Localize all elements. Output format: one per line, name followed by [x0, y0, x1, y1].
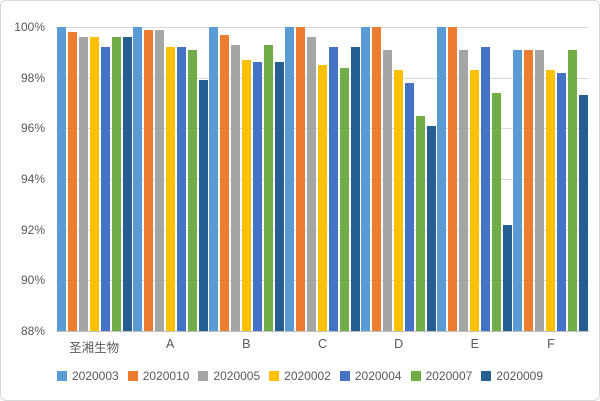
y-tick-label: 92% — [20, 222, 45, 237]
legend-swatch-icon — [339, 371, 350, 381]
legend-label: 2020007 — [425, 369, 473, 383]
legend-label: 2020005 — [213, 369, 261, 383]
category-label-B: B — [242, 337, 251, 351]
bar-2020002-B — [241, 59, 251, 331]
bar-2020002-E — [470, 70, 480, 331]
plot-area — [56, 27, 589, 332]
bar-group-F — [513, 27, 589, 331]
gridline — [56, 27, 589, 28]
bar-2020009-F — [579, 95, 589, 331]
category-label-圣湘生物: 圣湘生物 — [69, 341, 120, 355]
bar-groups — [56, 27, 589, 331]
bar-2020005-E — [459, 49, 469, 331]
legend-label: 2020004 — [354, 369, 402, 383]
category-label-C: C — [317, 337, 327, 351]
legend-label: 2020002 — [284, 369, 331, 383]
bar-2020007-A — [187, 49, 197, 331]
legend-swatch-icon — [481, 371, 492, 381]
legend: 2020003 2020010 2020005 2020002 2020004 20200… — [1, 369, 599, 383]
bar-2020009-C — [350, 47, 360, 331]
bar-2020005-B — [230, 44, 240, 331]
bar-2020010-E — [448, 27, 458, 331]
bar-2020004-C — [328, 47, 338, 331]
bar-group-D — [361, 27, 437, 331]
category-label-D: D — [394, 337, 404, 351]
legend-swatch-icon — [56, 371, 67, 381]
y-tick-label: 90% — [20, 273, 45, 288]
bar-2020010-F — [524, 49, 534, 331]
bar-2020004-F — [557, 72, 567, 331]
legend-item-2020003: 2020003 — [56, 369, 119, 383]
bar-2020004-E — [481, 47, 491, 331]
y-axis: 88% 90% 92% 94% 96% 98% 100% — [5, 20, 49, 338]
legend-item-2020010: 2020010 — [127, 369, 190, 383]
category-label-A: A — [166, 337, 175, 351]
bar-2020009-A — [198, 80, 208, 331]
legend-swatch-icon — [410, 371, 421, 381]
legend-item-2020007: 2020007 — [410, 369, 473, 383]
bar-2020003-C — [284, 27, 294, 331]
legend-label: 2020003 — [71, 369, 119, 383]
legend-swatch-icon — [127, 371, 138, 381]
legend-label: 2020009 — [496, 369, 544, 383]
y-tick-label: 100% — [14, 20, 45, 34]
bar-2020002-A — [165, 47, 175, 331]
category-label-E: E — [470, 337, 479, 351]
bar-2020005-A — [154, 29, 164, 331]
bar-2020007-D — [416, 115, 426, 331]
bar-2020002-F — [546, 70, 556, 331]
bar-2020005-圣湘生物 — [78, 37, 88, 331]
bar-2020005-C — [306, 37, 316, 331]
bar-2020002-D — [394, 70, 404, 331]
bar-2020003-F — [513, 49, 523, 331]
x-axis-line — [56, 331, 589, 332]
bar-2020007-C — [339, 67, 349, 331]
bar-2020009-B — [274, 62, 284, 331]
legend-label: 2020010 — [142, 369, 190, 383]
bar-2020003-圣湘生物 — [56, 27, 66, 331]
bar-2020010-圣湘生物 — [67, 32, 77, 331]
bar-2020003-E — [437, 27, 447, 331]
bar-2020007-F — [568, 49, 578, 331]
bar-2020005-F — [535, 49, 545, 331]
category-label-F: F — [547, 337, 555, 351]
legend-item-2020005: 2020005 — [198, 369, 260, 383]
bar-2020003-A — [132, 27, 142, 331]
bar-2020004-D — [405, 82, 415, 331]
bar-2020009-E — [503, 224, 513, 331]
bar-group-B — [208, 27, 284, 331]
bar-2020007-圣湘生物 — [111, 37, 121, 331]
bar-2020003-B — [208, 27, 218, 331]
y-tick-label: 96% — [20, 121, 45, 136]
bar-group-圣湘生物 — [56, 27, 132, 331]
bar-2020010-B — [219, 34, 229, 331]
bar-2020010-A — [143, 29, 153, 331]
legend-item-2020009: 2020009 — [481, 369, 543, 383]
y-tick-label: 98% — [20, 70, 45, 85]
legend-swatch-icon — [269, 371, 280, 381]
bar-group-E — [437, 27, 513, 331]
x-axis: 圣湘生物 A B C D E F — [56, 337, 589, 356]
bar-2020004-圣湘生物 — [100, 47, 110, 331]
bar-2020007-E — [492, 92, 502, 331]
bar-2020002-圣湘生物 — [89, 37, 99, 331]
bar-2020009-D — [427, 125, 437, 331]
y-tick-label: 94% — [20, 172, 45, 186]
bar-2020007-B — [263, 44, 273, 331]
bar-2020010-C — [295, 27, 305, 331]
bar-2020004-A — [176, 47, 186, 331]
bar-2020009-圣湘生物 — [122, 37, 132, 331]
bar-2020002-C — [317, 65, 327, 331]
legend-swatch-icon — [198, 371, 209, 381]
bar-group-C — [284, 27, 360, 331]
bar-2020004-B — [252, 62, 262, 331]
y-tick-label: 88% — [20, 324, 45, 338]
legend-item-2020004: 2020004 — [339, 369, 402, 383]
legend-item-2020002: 2020002 — [269, 369, 331, 383]
bar-2020003-D — [361, 27, 371, 331]
bar-group-A — [132, 27, 208, 331]
bar-2020010-D — [372, 27, 382, 331]
bar-2020005-D — [383, 49, 393, 331]
